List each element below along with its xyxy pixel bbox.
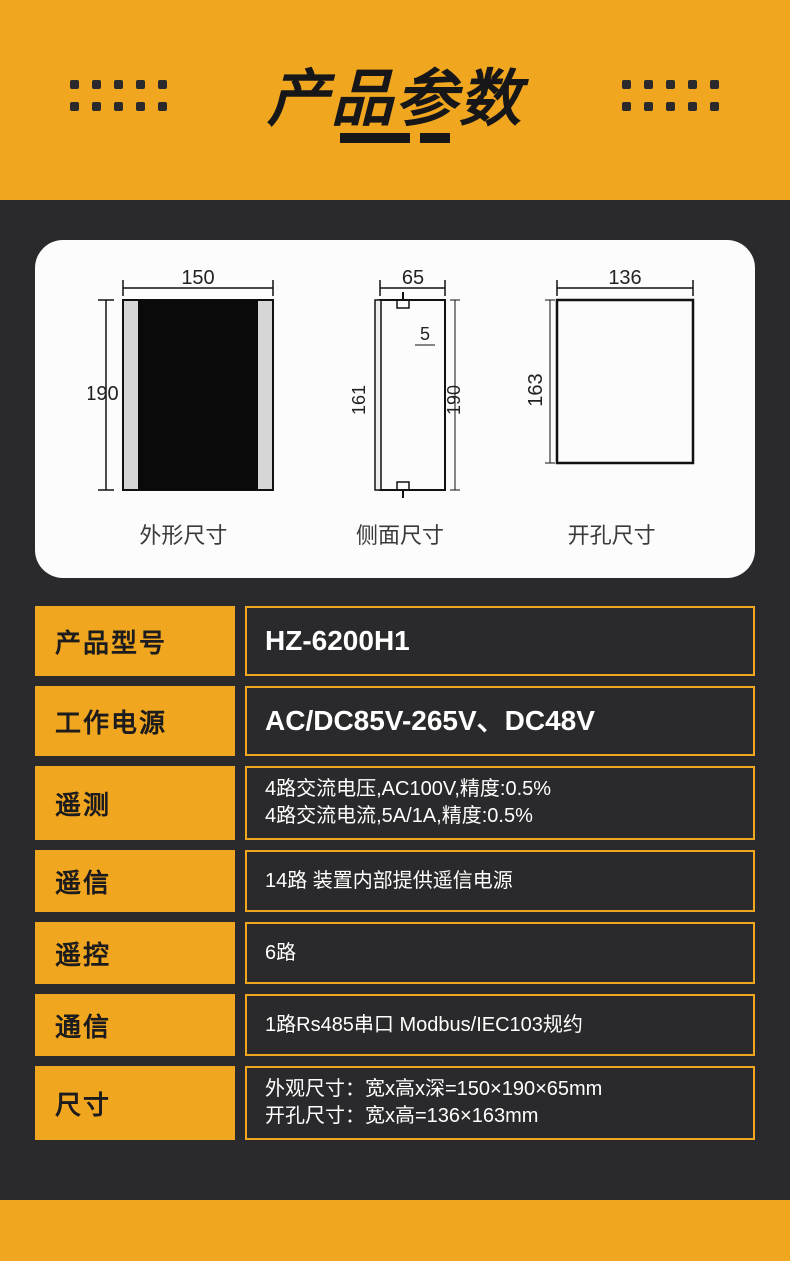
spec-key: 产品型号 bbox=[35, 606, 235, 676]
title-underline-icon bbox=[340, 133, 450, 145]
side-view-svg: 65 5 161 190 bbox=[325, 270, 475, 500]
spec-row-comm: 通信 1路Rs485串口 Modbus/IEC103规约 bbox=[35, 994, 755, 1056]
spec-val: 4路交流电压,AC100V,精度:0.5% 4路交流电流,5A/1A,精度:0.… bbox=[245, 766, 755, 840]
dots-right-icon bbox=[622, 80, 720, 112]
side-width-label: 65 bbox=[402, 270, 424, 289]
spec-row-power: 工作电源 AC/DC85V-265V、DC48V bbox=[35, 686, 755, 756]
diagram-front-label: 外形尺寸 bbox=[139, 518, 227, 550]
spec-key: 遥控 bbox=[35, 922, 235, 984]
spec-table: 产品型号 HZ-6200H1 工作电源 AC/DC85V-265V、DC48V … bbox=[35, 606, 755, 1140]
side-offset-label: 5 bbox=[420, 324, 430, 344]
spec-row-model: 产品型号 HZ-6200H1 bbox=[35, 606, 755, 676]
spec-key: 尺寸 bbox=[35, 1066, 235, 1140]
dimension-diagram-card: 150 190 外形尺寸 65 bbox=[35, 240, 755, 578]
diagram-side-label: 侧面尺寸 bbox=[356, 518, 444, 550]
spec-row-size: 尺寸 外观尺寸：宽x高x深=150×190×65mm 开孔尺寸：宽x高=136×… bbox=[35, 1066, 755, 1140]
diagram-cutout-label: 开孔尺寸 bbox=[568, 518, 656, 550]
spec-row-telemetry: 遥测 4路交流电压,AC100V,精度:0.5% 4路交流电流,5A/1A,精度… bbox=[35, 766, 755, 840]
spec-key: 遥测 bbox=[35, 766, 235, 840]
diagram-cutout: 136 163 开孔尺寸 bbox=[522, 270, 702, 550]
front-view-svg: 150 190 bbox=[88, 270, 278, 500]
spec-row-control: 遥控 6路 bbox=[35, 922, 755, 984]
front-height-label: 190 bbox=[88, 383, 119, 405]
spec-val: HZ-6200H1 bbox=[245, 606, 755, 676]
side-h190-label: 190 bbox=[444, 385, 464, 415]
diagram-side: 65 5 161 190 侧面尺寸 bbox=[325, 270, 475, 550]
spec-val: AC/DC85V-265V、DC48V bbox=[245, 686, 755, 756]
cutout-height-label: 163 bbox=[525, 373, 547, 406]
page-title: 产品参数 bbox=[267, 69, 523, 131]
diagram-front: 150 190 外形尺寸 bbox=[88, 270, 278, 550]
spec-val: 1路Rs485串口 Modbus/IEC103规约 bbox=[245, 994, 755, 1056]
front-width-label: 150 bbox=[182, 270, 215, 289]
cutout-width-label: 136 bbox=[608, 270, 641, 289]
spec-row-signal: 遥信 14路 装置内部提供遥信电源 bbox=[35, 850, 755, 912]
side-h161-label: 161 bbox=[349, 385, 369, 415]
spec-val: 外观尺寸：宽x高x深=150×190×65mm 开孔尺寸：宽x高=136×163… bbox=[245, 1066, 755, 1140]
spec-val: 14路 装置内部提供遥信电源 bbox=[245, 850, 755, 912]
spec-key: 遥信 bbox=[35, 850, 235, 912]
dark-panel: 150 190 外形尺寸 65 bbox=[0, 200, 790, 1200]
dots-left-icon bbox=[70, 80, 168, 112]
header: 产品参数 bbox=[0, 0, 790, 200]
cutout-view-svg: 136 163 bbox=[522, 270, 702, 500]
spec-val: 6路 bbox=[245, 922, 755, 984]
spec-key: 通信 bbox=[35, 994, 235, 1056]
spec-key: 工作电源 bbox=[35, 686, 235, 756]
